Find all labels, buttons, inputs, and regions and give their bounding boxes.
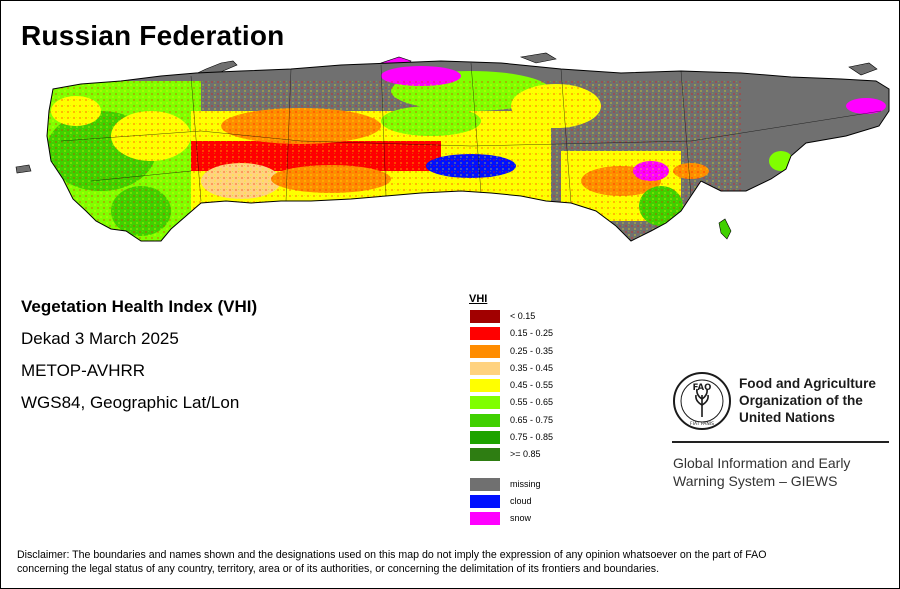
fao-logo: FAO FIAT PANIS bbox=[673, 372, 731, 430]
page-title: Russian Federation bbox=[21, 20, 285, 51]
legend-item: 0.35 - 0.45 bbox=[469, 361, 553, 378]
legend-label: 0.55 - 0.65 bbox=[510, 397, 554, 408]
legend-swatch bbox=[470, 512, 500, 526]
legend-item: 0.65 - 0.75 bbox=[469, 413, 553, 430]
legend-item: >= 0.85 bbox=[469, 447, 541, 464]
legend-classes: < 0.15 0.15 - 0.25 0.25 - 0.35 0.35 - 0.45 0… bbox=[469, 309, 553, 465]
vhi-map bbox=[15, 52, 890, 242]
sensor: METOP-AVHRR bbox=[21, 361, 146, 380]
fao-logo-motto: FIAT PANIS bbox=[690, 421, 714, 427]
legend-title: VHI bbox=[469, 293, 488, 305]
legend-swatch bbox=[470, 379, 500, 393]
legend-swatch bbox=[470, 327, 500, 341]
legend-item: 0.55 - 0.65 bbox=[469, 395, 553, 412]
legend-item: 0.25 - 0.35 bbox=[469, 344, 553, 361]
legend-swatch bbox=[470, 477, 500, 491]
legend-label: 0.35 - 0.45 bbox=[510, 362, 554, 373]
legend-swatch bbox=[470, 310, 500, 323]
legend-item: 0.15 - 0.25 bbox=[469, 326, 553, 343]
legend-label: 0.15 - 0.25 bbox=[510, 328, 554, 339]
system-name: Global Information and Early Warning Sys… bbox=[673, 454, 850, 490]
system-name-line2: Warning System – GIEWS bbox=[673, 473, 838, 489]
organization-name-line2: Organization of the bbox=[739, 393, 863, 408]
legend-item: cloud bbox=[469, 494, 532, 511]
legend-swatch bbox=[470, 448, 500, 462]
legend-other: missing cloud snow bbox=[469, 477, 541, 529]
map-info: Vegetation Health Index (VHI) Dekad 3 Ma… bbox=[21, 297, 257, 425]
legend-item: missing bbox=[469, 477, 541, 494]
fao-logo-letters: FAO bbox=[693, 383, 712, 393]
legend-swatch bbox=[470, 413, 500, 427]
legend-label: snow bbox=[510, 513, 532, 524]
legend-item: 0.45 - 0.55 bbox=[469, 378, 553, 395]
legend-swatch bbox=[470, 396, 500, 410]
period: Dekad 3 March 2025 bbox=[21, 329, 179, 348]
index-name: Vegetation Health Index (VHI) bbox=[21, 297, 258, 316]
legend-label: >= 0.85 bbox=[510, 449, 541, 460]
legend-item: 0.75 - 0.85 bbox=[469, 430, 553, 447]
organization-name-line1: Food and Agriculture bbox=[739, 376, 876, 391]
legend: VHI < 0.15 0.15 - 0.25 0.25 - 0.35 0.35 - 0… bbox=[469, 293, 553, 529]
legend-swatch bbox=[470, 494, 500, 508]
disclaimer-line1: Disclaimer: The boundaries and names sho… bbox=[17, 549, 767, 561]
legend-label: 0.45 - 0.55 bbox=[510, 380, 554, 391]
system-name-line1: Global Information and Early bbox=[673, 455, 851, 471]
legend-item: < 0.15 bbox=[469, 309, 535, 326]
disclaimer-line2: concerning the legal status of any count… bbox=[17, 563, 660, 575]
divider bbox=[672, 441, 889, 443]
legend-swatch bbox=[470, 344, 500, 358]
organization-name-line3: United Nations bbox=[739, 410, 835, 425]
legend-label: 0.25 - 0.35 bbox=[510, 345, 554, 356]
legend-label: 0.65 - 0.75 bbox=[510, 414, 554, 425]
legend-label: missing bbox=[510, 478, 541, 489]
organization-name: Food and Agriculture Organization of the… bbox=[739, 375, 876, 426]
projection: WGS84, Geographic Lat/Lon bbox=[21, 393, 240, 412]
legend-label: < 0.15 bbox=[510, 311, 536, 321]
legend-swatch bbox=[470, 361, 500, 375]
legend-swatch bbox=[470, 431, 500, 445]
legend-item: snow bbox=[469, 511, 531, 528]
legend-label: cloud bbox=[510, 495, 532, 506]
legend-label: 0.75 - 0.85 bbox=[510, 432, 554, 443]
disclaimer: Disclaimer: The boundaries and names sho… bbox=[17, 548, 887, 576]
